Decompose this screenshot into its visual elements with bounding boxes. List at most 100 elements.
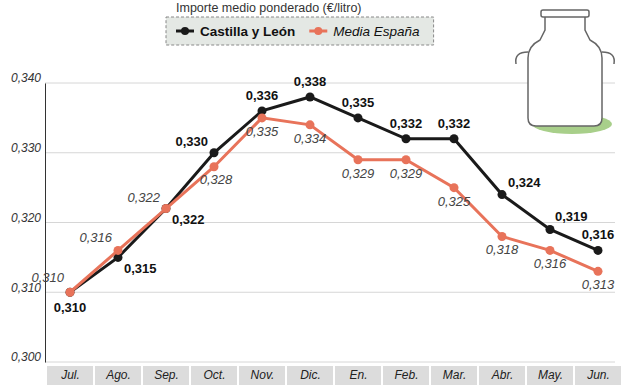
data-label: 0,313 bbox=[582, 277, 615, 292]
data-label: 0,315 bbox=[124, 261, 157, 276]
series-markers bbox=[66, 113, 603, 296]
y-tick: 0,300 bbox=[11, 350, 45, 364]
point bbox=[162, 204, 171, 213]
x-tick: Nov. bbox=[251, 368, 275, 382]
x-cell bbox=[527, 366, 573, 385]
legend-label: Castilla y León bbox=[200, 24, 295, 39]
x-cell bbox=[575, 366, 621, 385]
x-tick: Feb. bbox=[394, 368, 418, 382]
point bbox=[450, 183, 459, 192]
point bbox=[546, 225, 555, 234]
data-label: 0,332 bbox=[438, 116, 471, 131]
data-label: 0,325 bbox=[438, 194, 471, 209]
icon-handles bbox=[516, 52, 615, 64]
grid-line bbox=[45, 152, 615, 153]
x-tick: Abr. bbox=[491, 368, 514, 382]
x-cell bbox=[431, 366, 477, 385]
data-label: 0,329 bbox=[390, 166, 423, 181]
y-tick-label: 0,330 bbox=[11, 141, 41, 155]
point bbox=[258, 113, 267, 122]
x-tick: Sep. bbox=[154, 368, 179, 382]
data-label: 0,335 bbox=[246, 124, 279, 139]
data-label: 0,338 bbox=[294, 74, 327, 89]
data-label: 0,319 bbox=[555, 209, 588, 224]
x-cell bbox=[143, 366, 189, 385]
x-tick: Jun. bbox=[586, 368, 610, 382]
icon bbox=[516, 10, 615, 134]
x-cell bbox=[47, 366, 93, 385]
legend-marker bbox=[314, 27, 322, 35]
x-tick-label: Nov. bbox=[251, 368, 275, 382]
x-tick-label: Jul. bbox=[60, 368, 80, 382]
grid-line bbox=[45, 222, 615, 223]
x-cell bbox=[383, 366, 429, 385]
grid-line bbox=[45, 292, 615, 293]
data-label: 0,330 bbox=[175, 134, 208, 149]
x-tick: Dic. bbox=[300, 368, 321, 382]
plot-area bbox=[66, 92, 603, 296]
x-tick-label: Mar. bbox=[443, 368, 467, 382]
icon-lid bbox=[541, 10, 589, 17]
data-label: 0,322 bbox=[127, 190, 160, 205]
data-label: 0,334 bbox=[294, 131, 327, 146]
legend-item: Castilla y León bbox=[176, 24, 295, 39]
series-line bbox=[70, 97, 598, 292]
legend-marker bbox=[181, 27, 189, 35]
data-label: 0,328 bbox=[200, 172, 233, 187]
x-tick-label: Jun. bbox=[586, 368, 610, 382]
point bbox=[402, 155, 411, 164]
x-tick: May. bbox=[538, 368, 563, 382]
point bbox=[162, 204, 171, 213]
legend-label: Media España bbox=[333, 24, 420, 39]
point bbox=[354, 113, 363, 122]
y-tick: 0,340 bbox=[11, 71, 45, 85]
point bbox=[450, 134, 459, 143]
x-tick: Oct. bbox=[203, 368, 225, 382]
point bbox=[306, 120, 315, 129]
x-cell bbox=[239, 366, 285, 385]
x-cell bbox=[95, 366, 141, 385]
data-label: 0,332 bbox=[390, 116, 423, 131]
icon-body bbox=[528, 16, 602, 126]
x-tick-label: Sep. bbox=[154, 368, 179, 382]
x-tick-label: En. bbox=[349, 368, 367, 382]
y-tick-label: 0,300 bbox=[11, 350, 41, 364]
point bbox=[210, 148, 219, 157]
legend-box bbox=[166, 17, 434, 45]
y-tick: 0,330 bbox=[11, 141, 45, 155]
series-markers bbox=[66, 92, 603, 296]
point bbox=[66, 288, 75, 297]
x-tick: Mar. bbox=[443, 368, 467, 382]
point bbox=[402, 134, 411, 143]
point bbox=[546, 246, 555, 255]
x-cell bbox=[479, 366, 525, 385]
data-label: 0,336 bbox=[246, 88, 279, 103]
data-label: 0,316 bbox=[582, 227, 615, 242]
x-tick-label: May. bbox=[538, 368, 563, 382]
data-label: 0,316 bbox=[534, 256, 567, 271]
x-axis: Jul. Ago. Sep. Oct. Nov. Dic. En. Feb. Mar. Abr. M… bbox=[60, 368, 610, 382]
y-tick-label: 0,320 bbox=[11, 211, 41, 225]
legend: Castilla y León Media España bbox=[166, 17, 434, 45]
y-tick-label: 0,340 bbox=[11, 71, 41, 85]
data-label: 0,322 bbox=[172, 212, 205, 227]
x-tick-label: Dic. bbox=[300, 368, 321, 382]
point bbox=[498, 190, 507, 199]
point bbox=[354, 155, 363, 164]
data-label: 0,335 bbox=[342, 95, 375, 110]
x-tick-label: Feb. bbox=[394, 368, 418, 382]
chart: 0,300 0,310 0,320 0,330 0,340 Jul. Ago. Sep. Oct… bbox=[0, 0, 623, 385]
title: Importe medio ponderado (€/litro) bbox=[176, 1, 362, 15]
y-tick: 0,320 bbox=[11, 211, 45, 225]
grid bbox=[45, 83, 615, 362]
x-cell bbox=[335, 366, 381, 385]
y-axis-line bbox=[45, 84, 46, 363]
data-label: 0,329 bbox=[342, 166, 375, 181]
series-line bbox=[70, 118, 598, 292]
data-label: 0,324 bbox=[508, 175, 541, 190]
legend-item: Media España bbox=[309, 24, 420, 39]
x-tick: Ago. bbox=[105, 368, 131, 382]
data-label: 0,310 bbox=[54, 300, 87, 315]
data-label: 0,310 bbox=[31, 270, 64, 285]
x-band bbox=[47, 366, 621, 385]
